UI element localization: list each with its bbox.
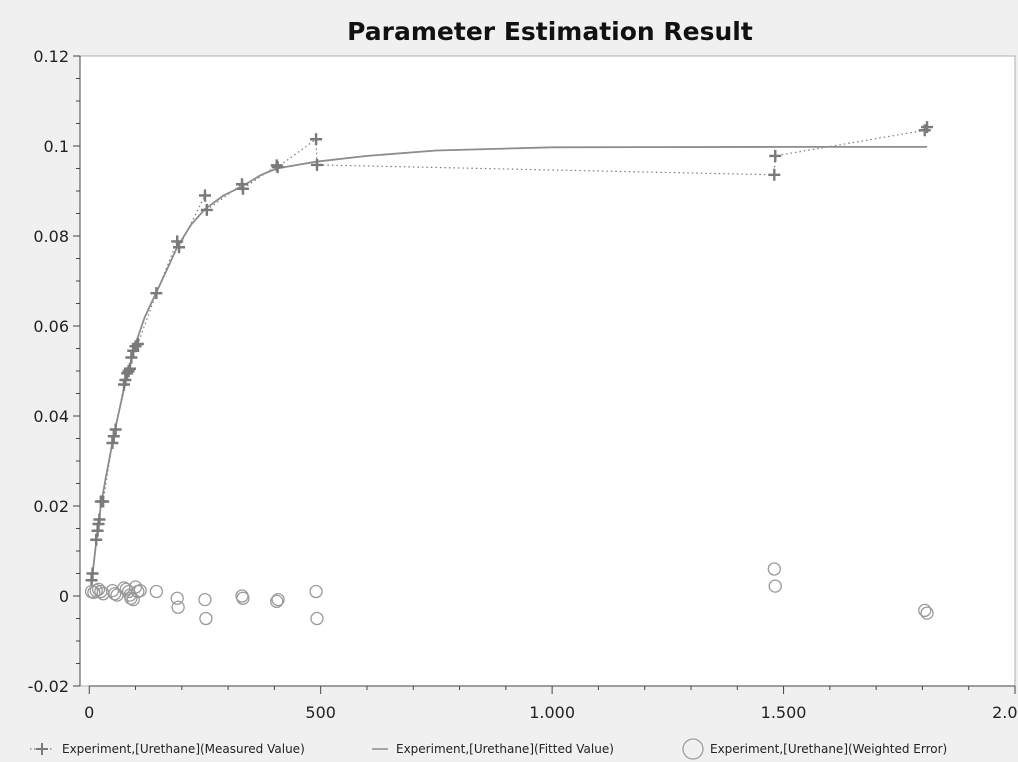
x-tick-label: 1.000 xyxy=(529,703,575,722)
measured-point xyxy=(86,567,99,580)
error-point xyxy=(126,592,140,607)
error-point xyxy=(89,583,103,598)
measured-point xyxy=(106,437,119,449)
legend-item-measured: Experiment,[Urethane](Measured Value) xyxy=(30,742,305,756)
measured-point xyxy=(171,235,184,248)
y-tick-label: 0.08 xyxy=(33,227,69,246)
measured-point xyxy=(107,430,120,443)
legend-label-fitted: Experiment,[Urethane](Fitted Value) xyxy=(396,742,614,756)
error-point xyxy=(124,591,138,605)
legend-label-measured: Experiment,[Urethane](Measured Value) xyxy=(62,742,305,756)
error-point xyxy=(108,587,122,601)
y-tick-label: 0.04 xyxy=(33,407,69,426)
measured-point xyxy=(90,533,103,546)
error-point xyxy=(171,600,185,614)
measured-point xyxy=(768,168,781,181)
measured-point xyxy=(119,374,132,386)
measured-point xyxy=(271,161,284,174)
error-point xyxy=(236,591,250,605)
legend-label-error: Experiment,[Urethane](Weighted Error) xyxy=(710,742,947,756)
error-point xyxy=(768,579,782,593)
legend-item-error: Experiment,[Urethane](Weighted Error) xyxy=(682,738,947,760)
measured-point xyxy=(129,340,142,353)
y-tick-label: 0.06 xyxy=(33,317,69,336)
measured-point xyxy=(150,287,163,300)
chart-title: Parameter Estimation Result xyxy=(347,17,753,46)
error-point xyxy=(309,584,323,599)
y-tick-label: 0.12 xyxy=(33,47,69,66)
error-point xyxy=(149,584,164,599)
axes: -0.02 0 0.02 0.04 0.06 0.08 0.1 0.12 0 500 1.000 1.… xyxy=(28,47,1018,722)
measured-point xyxy=(310,133,323,146)
y-tick-label: 0.1 xyxy=(44,137,69,156)
measured-point xyxy=(310,158,323,171)
x-tick-label: 500 xyxy=(305,703,336,722)
measured-point xyxy=(236,182,249,195)
x-tick-label: 0 xyxy=(84,703,94,722)
error-point xyxy=(767,562,781,576)
error-point xyxy=(91,582,106,596)
measured-point xyxy=(198,189,211,202)
measured-point xyxy=(123,362,136,375)
plot-marks xyxy=(84,121,934,626)
legend: Experiment,[Urethane](Measured Value) Ex… xyxy=(30,738,947,760)
measured-point xyxy=(97,495,110,508)
error-point xyxy=(271,592,285,607)
error-point xyxy=(270,594,284,609)
x-tick-label: 2.000 xyxy=(992,703,1018,722)
legend-plus-icon xyxy=(36,743,48,755)
error-point xyxy=(198,592,212,607)
measured-point xyxy=(125,351,138,364)
y-tick-label: -0.02 xyxy=(28,677,69,696)
error-point xyxy=(170,591,184,605)
measured-point xyxy=(93,513,106,526)
y-tick-label: 0 xyxy=(59,587,69,606)
x-tick-label: 1.500 xyxy=(761,703,807,722)
measured-point xyxy=(200,203,213,216)
measured-point xyxy=(122,365,135,377)
error-point xyxy=(199,611,213,626)
error-point xyxy=(918,603,932,618)
error-point xyxy=(920,606,934,620)
error-point xyxy=(310,611,324,626)
legend-item-fitted: Experiment,[Urethane](Fitted Value) xyxy=(372,742,614,756)
measured-point xyxy=(109,423,122,436)
y-tick-label: 0.02 xyxy=(33,497,69,516)
plot-area xyxy=(79,55,1016,687)
measured-point xyxy=(173,241,186,254)
measured-point xyxy=(131,338,144,350)
error-point xyxy=(133,583,147,598)
legend-circle-icon xyxy=(682,738,704,760)
measured-point xyxy=(921,121,934,134)
measured-point xyxy=(769,149,782,162)
